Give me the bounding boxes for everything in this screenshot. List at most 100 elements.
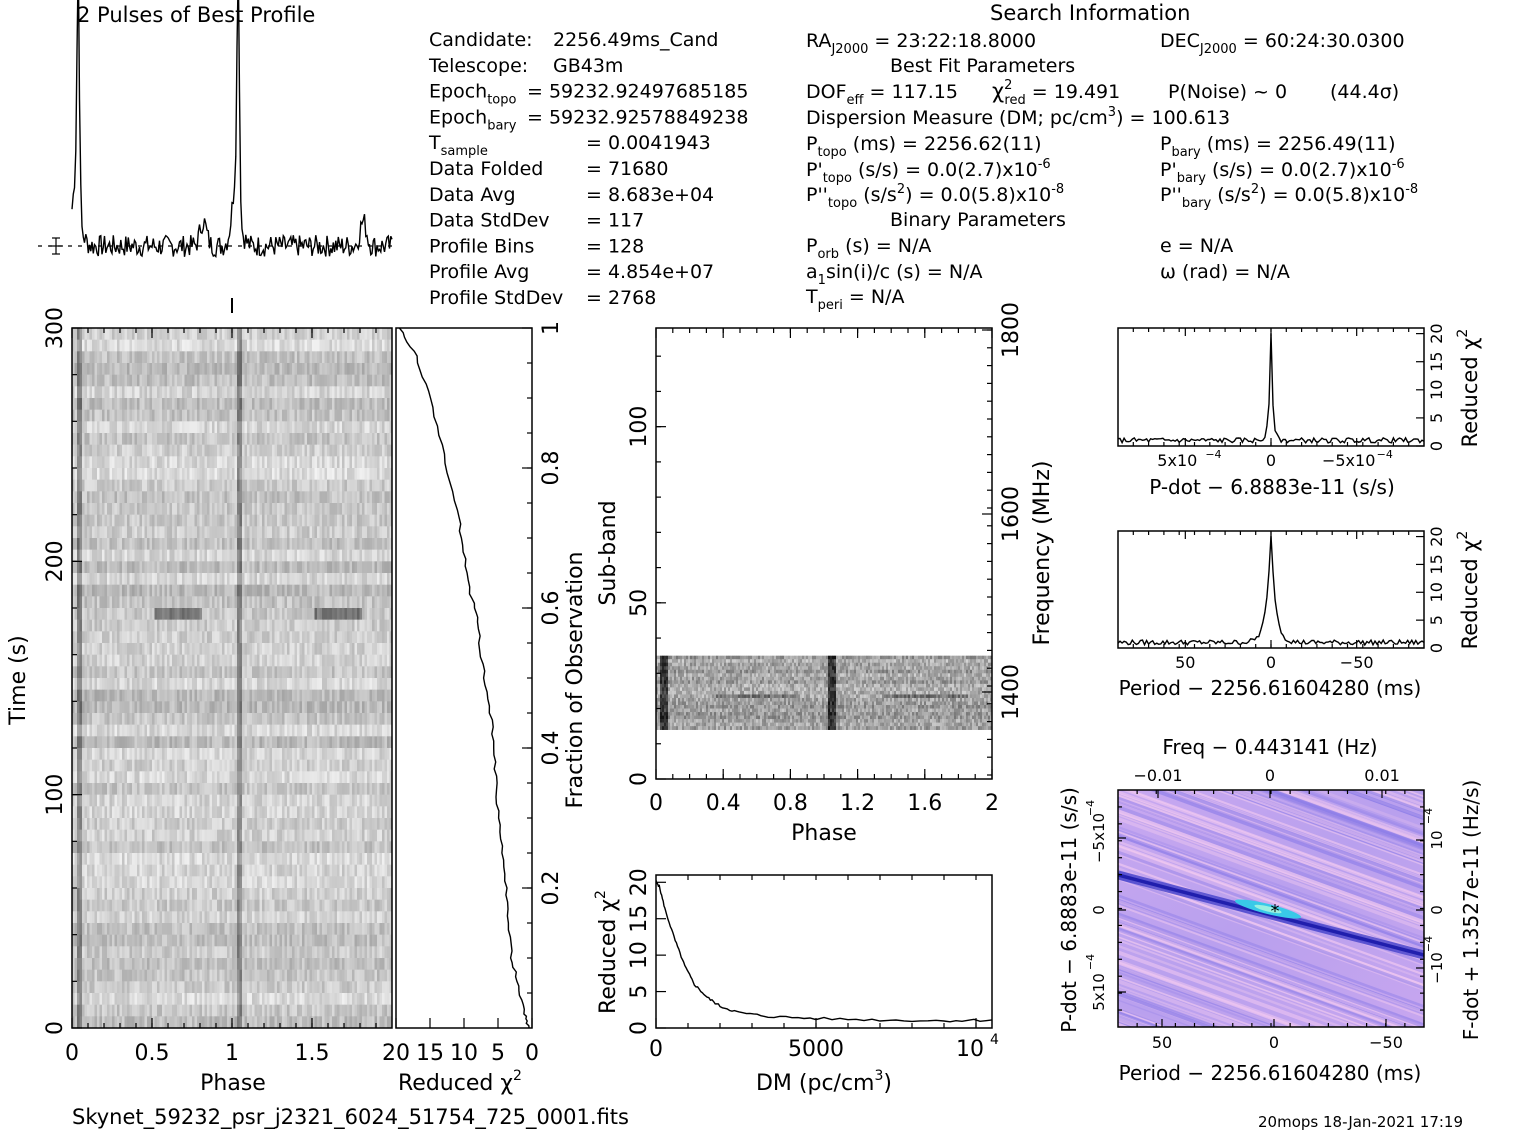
y2-tick-label: 1400 — [999, 664, 1024, 720]
info-row-label: Profile Avg — [429, 261, 529, 283]
chi2-pdot-line — [1117, 333, 1425, 445]
x-tick-label: 0.4 — [706, 791, 741, 816]
x2-tick-label: −0.01 — [1133, 766, 1182, 785]
x-tick-exponent: −4 — [1205, 448, 1221, 461]
chi2-time-line — [398, 327, 530, 1029]
y-tick-label: 100 — [43, 774, 68, 816]
x-tick-label: 0 — [649, 791, 663, 816]
chi2-dm-frame — [655, 874, 993, 1029]
time-phase-heatmap — [72, 328, 393, 1029]
x-tick-label: 20 — [382, 1041, 410, 1066]
footer-filename: Skynet_59232_psr_j2321_6024_51754_725_00… — [72, 1105, 629, 1130]
y2-tick-label: −10 — [1428, 952, 1446, 984]
info-row-value: = 117 — [586, 210, 644, 232]
x-tick-label: 0.8 — [773, 791, 808, 816]
x2-tick-label: 0 — [1265, 766, 1275, 785]
profile-errorbar — [49, 237, 63, 255]
profile-title: 2 Pulses of Best Profile — [77, 3, 315, 27]
info-row-label: Tsample — [428, 132, 488, 159]
chi2-red-line: χ2 red = 19.491 — [992, 78, 1120, 108]
chi2-time-ticks: 20 15 10 5 0 0.2 0.4 0.6 0.8 1 — [382, 321, 564, 1066]
y-tick-label: 5 — [1427, 615, 1446, 625]
pdot-bary-line: P'bary (s/s) = 0.0(2.7)x10-6 — [1160, 157, 1405, 186]
subband-heatmap — [656, 655, 993, 730]
info-row-value: = 128 — [586, 235, 644, 257]
info-row-label: Data Folded — [429, 158, 543, 180]
dec-line: DECJ2000 = 60:24:30.0300 — [1160, 30, 1405, 57]
x-tick-label: 0 — [1266, 451, 1276, 470]
chi2-period-line — [1117, 535, 1425, 647]
ridge-core — [1118, 873, 1424, 957]
y-tick-label: −5x10 — [1090, 813, 1108, 863]
x-tick-label: 1 — [225, 1041, 239, 1066]
pp-pdot-axis-label: P-dot − 6.8883e-11 (s/s) — [1057, 787, 1081, 1033]
period-axis-label: Period − 2256.61604280 (ms) — [1119, 676, 1422, 700]
y-tick-label: 5x10 — [1090, 973, 1108, 1011]
info-row-label: Candidate: — [429, 29, 533, 51]
dm-axis-label: DM (pc/cm3) — [756, 1068, 892, 1096]
y-tick-label: 5 — [627, 985, 652, 999]
tperi-line: Tperi = N/A — [805, 286, 904, 313]
x-tick-label: 50 — [1175, 653, 1195, 672]
y-tick-exponent: −4 — [1084, 954, 1097, 970]
best-fit-star: * — [1271, 901, 1280, 922]
ptopo-line: Ptopo (ms) = 2256.62(11) — [806, 133, 1042, 160]
y2-tick-label: 0 — [1428, 905, 1446, 915]
freq-axis-label: Freq − 0.443141 (Hz) — [1162, 735, 1377, 759]
dm-redchi-label: Reduced χ2 — [593, 890, 621, 1014]
x2-tick-label: 0.01 — [1364, 766, 1400, 785]
info-row-label: Data Avg — [429, 184, 516, 206]
x-tick-label: 15 — [416, 1041, 444, 1066]
y2-tick-label: 1800 — [999, 302, 1024, 358]
footer-timestamp: 20mops 18-Jan-2021 17:19 — [1258, 1113, 1463, 1131]
y-tick-label: 200 — [43, 540, 68, 582]
y-tick-label: 0.8 — [539, 451, 564, 486]
info-row-value: GB43m — [553, 55, 623, 77]
pp-period-axis-label: Period − 2256.61604280 (ms) — [1119, 1061, 1422, 1085]
info-row-label: Telescope: — [428, 55, 528, 77]
info-row-label: Epochbary — [429, 106, 517, 133]
fdot-axis-label: F-dot + 1.3527e-11 (Hz/s) — [1459, 780, 1483, 1041]
info-row-value: = 59232.92497685185 — [527, 81, 748, 103]
x-tick-label: −50 — [1369, 1033, 1403, 1052]
time-phase-plot: 0 0.5 1 1.5 0 100 200 300 Time (s) Phase — [6, 307, 393, 1096]
phase-axis-label: Phase — [200, 1071, 266, 1096]
asini-line: a1sin(i)/c (s) = N/A — [806, 261, 982, 288]
chi2-period-frame — [1117, 530, 1425, 649]
x-tick-exponent: −4 — [1377, 448, 1393, 461]
info-row-value: = 59232.92578849238 — [527, 106, 748, 128]
y-tick-label: 20 — [1427, 323, 1446, 343]
chi2-period-ticks: 50 0 −50 0 5 10 15 20 — [1132, 526, 1446, 672]
y-tick-label: 20 — [627, 868, 652, 896]
y-tick-label: 10 — [1427, 582, 1446, 602]
x-tick-label: 5 — [491, 1041, 505, 1066]
x-tick-label: 0 — [65, 1041, 79, 1066]
x-tick-label: 5x10 — [1157, 451, 1197, 470]
ecc-line: e = N/A — [1160, 235, 1233, 257]
pddot-topo-line: P''topo (s/s2) = 0.0(5.8)x10-8 — [806, 182, 1064, 211]
y-tick-label: 0.4 — [539, 731, 564, 766]
redchi-axis-label: Reduced χ2 — [398, 1068, 522, 1096]
y-tick-label: 0.2 — [539, 871, 564, 906]
y-tick-label: 0 — [627, 772, 652, 786]
x-tick-label: 1.6 — [907, 791, 942, 816]
subband-axis-label: Sub-band — [596, 500, 621, 605]
y2-tick-exponent: −4 — [1422, 808, 1435, 824]
y-tick-label: 15 — [1427, 554, 1446, 574]
search-information: Search Information RAJ2000 = 23:22:18.80… — [805, 1, 1418, 313]
y-tick-label: 0 — [1427, 643, 1446, 653]
fraction-axis-label: Fraction of Observation — [563, 552, 588, 809]
dof-line: DOFeff = 117.15 — [806, 81, 958, 108]
y2-tick-label: 10 — [1428, 830, 1446, 849]
y-tick-exponent: −4 — [1084, 800, 1097, 816]
time-axis-label: Time (s) — [6, 635, 31, 725]
info-row-value: 2256.49ms_Cand — [553, 29, 719, 51]
info-row-label: Profile StdDev — [429, 287, 563, 309]
profile-line — [71, 0, 393, 259]
pnoise-text: P(Noise) ~ 0 — [1168, 81, 1287, 103]
x-tick-label: −5x10 — [1322, 451, 1375, 470]
chi2-dm-line — [655, 880, 993, 1023]
y-tick-label: 15 — [1427, 352, 1446, 372]
